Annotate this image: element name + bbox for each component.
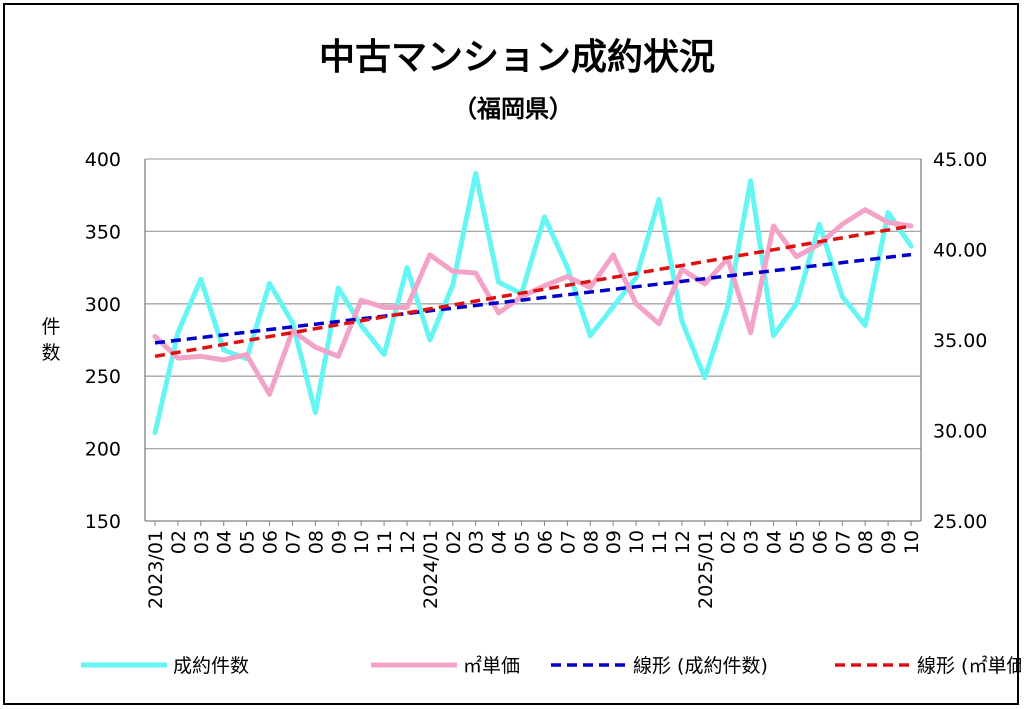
x-tick-label: 04: [489, 530, 511, 554]
x-tick-label: 05: [512, 530, 534, 554]
x-tick-label: 11: [649, 530, 671, 554]
legend-label-0: 成約件数: [173, 655, 249, 677]
chart-subtitle: （福岡県）: [453, 95, 573, 123]
chart-svg: 中古マンション成約状況 （福岡県） 400 350 300 250 200 150 45.…: [41, 37, 1021, 677]
legend: 成約件数 ㎡単価 線形 (成約件数) 線形 (㎡単価): [81, 654, 1021, 677]
x-tick-label: 04: [214, 530, 236, 554]
x-tick-label: 12: [672, 530, 694, 554]
x-tick-label: 07: [832, 530, 854, 554]
series-line-0: [152, 171, 914, 436]
x-tick-label: 08: [855, 530, 877, 554]
x-tick-label: 10: [901, 530, 923, 554]
chart-title: 中古マンション成約状況: [319, 37, 715, 78]
x-tick-label: 11: [374, 530, 396, 554]
x-tick-label: 03: [741, 530, 763, 554]
x-tick-label: 10: [626, 530, 648, 554]
x-tick-label: 08: [580, 530, 602, 554]
plot-area: [152, 171, 914, 436]
y-tick-label: 350: [85, 221, 121, 243]
x-tick-label: 07: [282, 530, 304, 554]
x-tick-label: 2025/01: [695, 530, 717, 609]
y-tick-label: 200: [85, 439, 121, 461]
x-tick-label: 09: [603, 530, 625, 554]
legend-label-3: 線形 (㎡単価): [917, 654, 1021, 677]
x-axis-ticks: 2023/01 02 03 04 05 06 07 08 09 10 11 12 2024/01 02 03…: [145, 530, 923, 609]
x-tick-label: 10: [351, 530, 373, 554]
x-tick-label: 02: [443, 530, 465, 554]
x-tick-label: 05: [786, 530, 808, 554]
x-tick-label: 02: [168, 530, 190, 554]
x-tick-label: 03: [466, 530, 488, 554]
x-tick-label: 08: [305, 530, 327, 554]
y2-tick-label: 35.00: [933, 330, 987, 352]
legend-label-1: ㎡単価: [463, 654, 520, 677]
x-tick-label: 02: [718, 530, 740, 554]
legend-label-2: 線形 (成約件数): [633, 655, 768, 677]
y2-tick-label: 40.00: [933, 240, 987, 262]
x-tick-label: 06: [260, 530, 282, 554]
x-tick-label: 06: [534, 530, 556, 554]
y2-tick-label: 45.00: [933, 149, 987, 171]
y-tick-label: 150: [85, 511, 121, 533]
y-axis-label-char: 件: [41, 316, 60, 338]
chart-frame: 中古マンション成約状況 （福岡県） 400 350 300 250 200 150 45.…: [3, 3, 1021, 705]
axes: [144, 159, 922, 526]
x-tick-label: 09: [878, 530, 900, 554]
series-line-1: [152, 207, 914, 397]
y-tick-label: 300: [85, 294, 121, 316]
x-tick-label: 2023/01: [145, 530, 167, 609]
y2-axis-ticks: 45.00 40.00 35.00 30.00 25.00: [933, 149, 987, 533]
y-tick-label: 250: [85, 366, 121, 388]
y-tick-label: 400: [85, 149, 121, 171]
y2-tick-label: 25.00: [933, 511, 987, 533]
x-tick-label: 04: [764, 530, 786, 554]
x-tick-label: 12: [397, 530, 419, 554]
y-axis-ticks: 400 350 300 250 200 150: [85, 149, 121, 533]
y-axis-label: 件数: [41, 316, 60, 364]
x-tick-label: 07: [557, 530, 579, 554]
x-tick-label: 05: [237, 530, 259, 554]
y-axis-label-char: 数: [41, 342, 60, 364]
y2-tick-label: 30.00: [933, 421, 987, 443]
x-tick-label: 09: [328, 530, 350, 554]
x-tick-label: 2024/01: [420, 530, 442, 609]
x-tick-label: 06: [809, 530, 831, 554]
x-tick-label: 03: [191, 530, 213, 554]
